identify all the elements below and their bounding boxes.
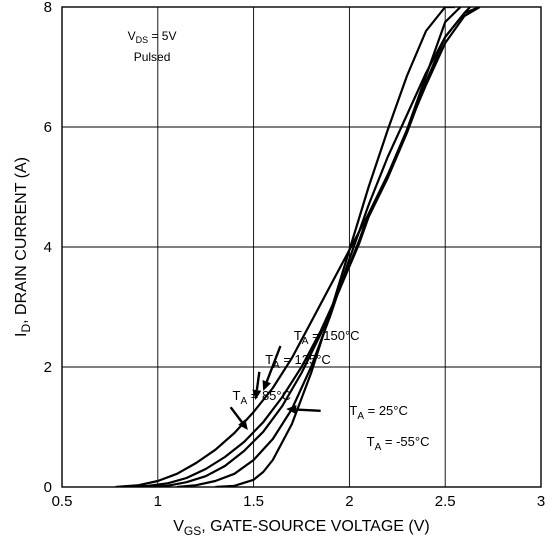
series-label-4: TA = -55°C (367, 434, 430, 453)
grid-lines (62, 7, 541, 487)
label-arrow-1 (255, 371, 261, 391)
temperature-labels: TA = 150°C TA = 125°C TA = 85°C TA = 25°C TA… (229, 328, 430, 453)
label-arrowhead-2 (238, 419, 248, 430)
label-arrowhead-1 (252, 389, 262, 400)
x-tick-label: 1 (154, 493, 162, 510)
curves (115, 7, 481, 487)
y-tick-label: 6 (44, 119, 52, 136)
label-arrow-2 (229, 406, 243, 423)
x-tick-labels: 0.5 1 1.5 2 2.5 3 (52, 493, 546, 510)
x-tick-label: 2.5 (435, 493, 456, 510)
y-tick-label: 4 (44, 239, 52, 256)
series-label-2: TA = 85°C (233, 388, 291, 407)
series-line-2 (148, 7, 481, 487)
series-label-0: TA = 150°C (294, 328, 360, 347)
x-axis-label: VGS, GATE-SOURCE VOLTAGE (V) (173, 518, 429, 538)
y-tick-label: 2 (44, 359, 52, 376)
x-tick-label: 0.5 (52, 493, 73, 510)
series-line-4 (215, 7, 455, 487)
y-tick-label: 0 (44, 479, 52, 496)
x-tick-label: 3 (537, 493, 545, 510)
condition-pulsed: Pulsed (134, 50, 171, 64)
series-label-3: TA = 25°C (349, 403, 408, 422)
plot-frame (61, 6, 542, 488)
condition-vds: VDS = 5V (128, 29, 177, 45)
label-arrowhead-3 (286, 405, 297, 415)
y-axis-label: ID, DRAIN CURRENT (A) (13, 157, 33, 337)
label-arrow-3 (296, 408, 321, 412)
x-tick-label: 1.5 (243, 493, 264, 510)
label-arrow-0 (265, 345, 282, 383)
y-tick-labels: 0 2 4 6 8 (44, 0, 52, 496)
y-tick-label: 8 (44, 0, 52, 16)
label-arrowhead-0 (262, 380, 271, 391)
x-tick-label: 2 (345, 493, 353, 510)
series-label-1: TA = 125°C (265, 352, 331, 371)
